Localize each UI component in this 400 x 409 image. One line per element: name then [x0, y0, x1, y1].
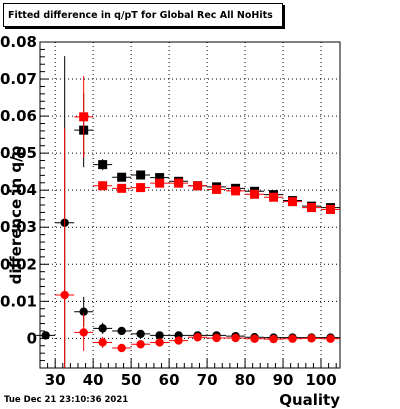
x-tick-label: 50 [121, 371, 142, 389]
data-point-circle [288, 334, 297, 343]
data-point-circle [117, 343, 126, 353]
data-point-square [136, 183, 146, 193]
y-tick-label: 0.02 [0, 255, 37, 273]
title-box: Fitted difference in q/pT for Global Rec… [3, 3, 283, 27]
data-point-circle [98, 338, 107, 347]
data-point-circle [174, 336, 183, 345]
x-tick-label: 60 [159, 371, 180, 389]
data-point-circle [269, 334, 278, 344]
chart-title: Fitted difference in q/pT for Global Rec… [8, 9, 273, 21]
data-point-square [193, 181, 203, 191]
data-point-square [307, 203, 317, 213]
data-point-circle [155, 338, 164, 347]
data-point-circle [155, 331, 164, 340]
y-tick-label: 0.05 [0, 144, 37, 162]
data-point-square [326, 204, 336, 214]
data-point-square [250, 189, 260, 199]
x-tick-label: 100 [305, 371, 336, 389]
data-point-square [231, 186, 241, 196]
footer-timestamp: Tue Dec 21 23:10:36 2021 [4, 395, 129, 405]
y-tick-label: 0.06 [0, 107, 37, 125]
data-point-square [288, 197, 298, 207]
y-tick-label: 0 [27, 329, 37, 347]
y-tick-label: 0.08 [0, 33, 37, 51]
data-point-square [174, 178, 184, 188]
data-point-circle [307, 334, 316, 343]
data-point-circle [231, 333, 240, 343]
data-point-circle [41, 331, 50, 340]
y-tick-label: 0.07 [0, 70, 37, 88]
data-point-square [117, 183, 127, 193]
data-point-circle [98, 324, 107, 333]
axes: 30 40 50 60 70 80 90 100 0 0.01 0.02 0.03 0.04 0.05 0.… [0, 33, 337, 389]
data-point-square [136, 170, 146, 180]
data-point-circle [117, 326, 126, 336]
data-point-square [155, 178, 165, 188]
data-point-circle [60, 290, 69, 300]
data-point-circle [212, 333, 221, 343]
x-tick-label: 40 [83, 371, 104, 389]
data-point-square [269, 192, 279, 202]
data-point-circle [136, 329, 145, 339]
data-point-square [117, 172, 127, 182]
data-markers [36, 56, 340, 368]
x-tick-label: 70 [197, 371, 218, 389]
data-point-circle [250, 334, 259, 343]
data-point-circle [79, 328, 88, 337]
data-point-square [79, 112, 89, 122]
y-tick-label: 0.01 [0, 292, 37, 310]
y-tick-label: 0.04 [0, 181, 37, 199]
x-axis-title: Quality [279, 391, 340, 409]
data-point-circle [193, 333, 202, 342]
x-tick-label: 90 [273, 371, 294, 389]
y-axis-title: difference in q/p [7, 145, 25, 284]
data-point-square [212, 184, 222, 194]
data-point-circle [326, 334, 335, 343]
x-tick-label: 80 [235, 371, 256, 389]
x-tick-label: 30 [45, 371, 66, 389]
data-point-circle [79, 307, 88, 316]
data-point-square [98, 181, 108, 191]
data-point-square [155, 173, 165, 183]
data-point-square [98, 160, 108, 170]
y-tick-label: 0.03 [0, 218, 37, 236]
data-point-circle [136, 340, 145, 349]
